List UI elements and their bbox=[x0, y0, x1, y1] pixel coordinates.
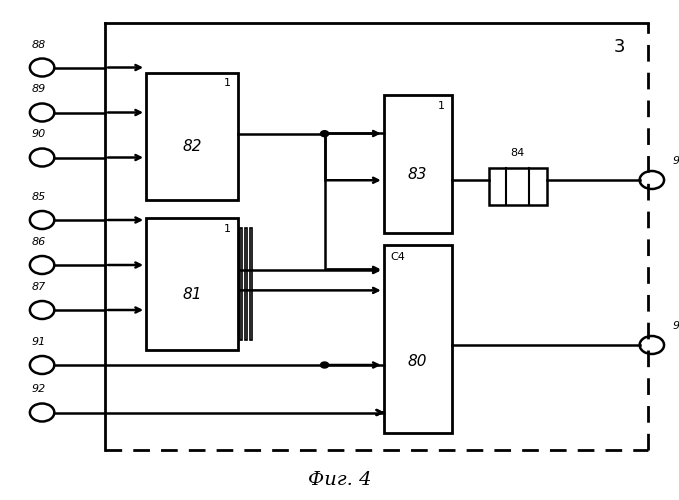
Bar bbox=[240, 228, 242, 340]
Bar bbox=[146, 72, 238, 200]
Text: 1: 1 bbox=[224, 224, 231, 234]
Text: 93: 93 bbox=[672, 321, 679, 331]
Text: C4: C4 bbox=[390, 252, 405, 262]
Bar bbox=[489, 168, 547, 205]
Text: 84: 84 bbox=[511, 148, 525, 158]
Bar bbox=[146, 218, 238, 350]
Bar bbox=[250, 228, 252, 340]
Text: 86: 86 bbox=[32, 237, 45, 247]
Text: 94: 94 bbox=[672, 156, 679, 166]
Bar bbox=[384, 245, 452, 432]
Text: 91: 91 bbox=[32, 337, 45, 347]
Text: 80: 80 bbox=[408, 354, 427, 369]
Bar bbox=[384, 95, 452, 232]
Bar bbox=[245, 228, 247, 340]
Text: 1: 1 bbox=[438, 101, 445, 111]
Text: 3: 3 bbox=[614, 38, 625, 56]
Text: 82: 82 bbox=[182, 139, 202, 154]
Circle shape bbox=[320, 130, 329, 136]
Text: 92: 92 bbox=[32, 384, 45, 394]
Circle shape bbox=[320, 362, 329, 368]
Text: 87: 87 bbox=[32, 282, 45, 292]
Text: 83: 83 bbox=[408, 167, 427, 182]
Text: 89: 89 bbox=[32, 84, 45, 94]
Text: 1: 1 bbox=[224, 78, 231, 88]
Text: 90: 90 bbox=[32, 130, 45, 140]
Text: 88: 88 bbox=[32, 40, 45, 50]
Text: 81: 81 bbox=[182, 287, 202, 302]
Text: 85: 85 bbox=[32, 192, 45, 202]
Text: Фиг. 4: Фиг. 4 bbox=[308, 471, 371, 489]
